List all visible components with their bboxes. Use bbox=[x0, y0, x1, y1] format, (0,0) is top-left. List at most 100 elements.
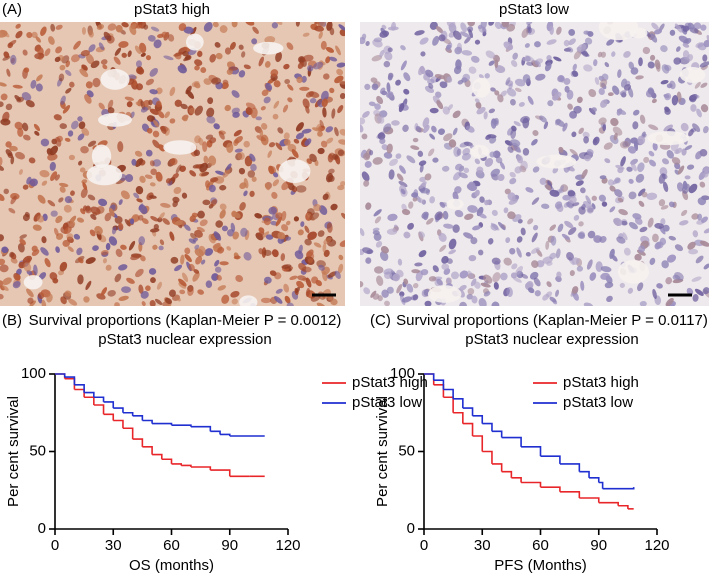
cell bbox=[461, 152, 471, 161]
cell bbox=[98, 42, 105, 51]
panel-label: (B) bbox=[2, 312, 22, 329]
cell bbox=[314, 25, 325, 32]
cell bbox=[581, 169, 588, 179]
cell bbox=[216, 274, 222, 281]
cell bbox=[160, 126, 167, 134]
cell bbox=[465, 125, 475, 133]
cell bbox=[44, 48, 51, 57]
cell bbox=[129, 25, 137, 36]
cell bbox=[15, 23, 21, 29]
cell bbox=[55, 246, 60, 253]
cell bbox=[681, 209, 688, 217]
cell bbox=[418, 160, 427, 166]
cell bbox=[659, 167, 668, 176]
survival-step bbox=[424, 373, 435, 381]
cell bbox=[80, 188, 88, 198]
cell bbox=[145, 285, 151, 292]
cell bbox=[412, 137, 419, 143]
cell bbox=[249, 190, 255, 198]
cell bbox=[304, 138, 312, 146]
survival-step bbox=[142, 419, 153, 424]
chart-subtitle: pStat3 nuclear expression bbox=[98, 331, 271, 348]
cell bbox=[272, 179, 280, 187]
cell bbox=[468, 66, 477, 74]
survival-step bbox=[103, 413, 115, 421]
cell bbox=[262, 231, 270, 238]
cell bbox=[419, 176, 427, 183]
survival-step bbox=[559, 491, 581, 498]
cell bbox=[188, 263, 195, 271]
survival-step bbox=[462, 422, 474, 436]
cell bbox=[30, 79, 37, 89]
cell bbox=[598, 117, 607, 125]
cell bbox=[648, 159, 657, 167]
lumen bbox=[470, 144, 489, 159]
cell bbox=[302, 54, 314, 62]
cell bbox=[280, 253, 286, 262]
cell bbox=[630, 67, 639, 75]
lumen bbox=[427, 285, 462, 303]
cell bbox=[586, 259, 593, 270]
cell bbox=[649, 257, 656, 265]
cell bbox=[264, 183, 270, 191]
cell bbox=[284, 295, 291, 304]
cell bbox=[84, 94, 92, 104]
survival-step bbox=[152, 453, 163, 460]
cell bbox=[446, 277, 452, 285]
cell bbox=[521, 28, 529, 38]
cell bbox=[480, 22, 487, 30]
lumen bbox=[239, 295, 258, 306]
cell bbox=[336, 62, 345, 68]
cell bbox=[524, 43, 530, 48]
cell bbox=[494, 65, 506, 73]
cell bbox=[54, 227, 59, 236]
cell bbox=[526, 22, 533, 26]
cell bbox=[396, 284, 403, 294]
cell bbox=[326, 137, 334, 144]
cell bbox=[44, 258, 51, 268]
cell bbox=[63, 204, 72, 213]
cell bbox=[336, 68, 344, 76]
cell bbox=[163, 55, 174, 61]
cell bbox=[300, 221, 305, 227]
cell bbox=[383, 152, 393, 159]
cell bbox=[403, 231, 411, 239]
cell bbox=[264, 276, 272, 284]
cell bbox=[40, 138, 50, 147]
cell bbox=[94, 226, 103, 235]
x-axis-label: OS (months) bbox=[129, 557, 214, 574]
cell bbox=[561, 233, 570, 240]
cell bbox=[287, 97, 293, 103]
cell bbox=[410, 145, 420, 150]
cell bbox=[372, 157, 383, 165]
cell bbox=[569, 110, 578, 119]
cell bbox=[200, 67, 207, 73]
cell bbox=[701, 216, 708, 223]
cell bbox=[578, 221, 584, 227]
cell bbox=[218, 131, 225, 140]
cell bbox=[491, 257, 501, 265]
cell bbox=[694, 288, 704, 296]
cell bbox=[341, 212, 345, 220]
cell bbox=[301, 75, 307, 83]
cell bbox=[376, 275, 384, 286]
cell bbox=[339, 29, 345, 37]
cell bbox=[431, 125, 437, 133]
cell bbox=[448, 238, 457, 250]
cell bbox=[62, 239, 70, 247]
cell bbox=[373, 209, 382, 217]
cell bbox=[584, 154, 591, 162]
cell bbox=[202, 141, 208, 153]
cell bbox=[209, 177, 219, 183]
cell bbox=[270, 166, 276, 174]
cell bbox=[164, 297, 173, 304]
cell bbox=[453, 30, 462, 40]
cell bbox=[383, 123, 392, 133]
cell bbox=[564, 220, 574, 229]
cell bbox=[508, 83, 513, 90]
cell bbox=[283, 283, 290, 293]
cell bbox=[617, 69, 622, 78]
cell bbox=[307, 231, 318, 240]
cell bbox=[267, 150, 273, 158]
cell bbox=[692, 294, 699, 302]
